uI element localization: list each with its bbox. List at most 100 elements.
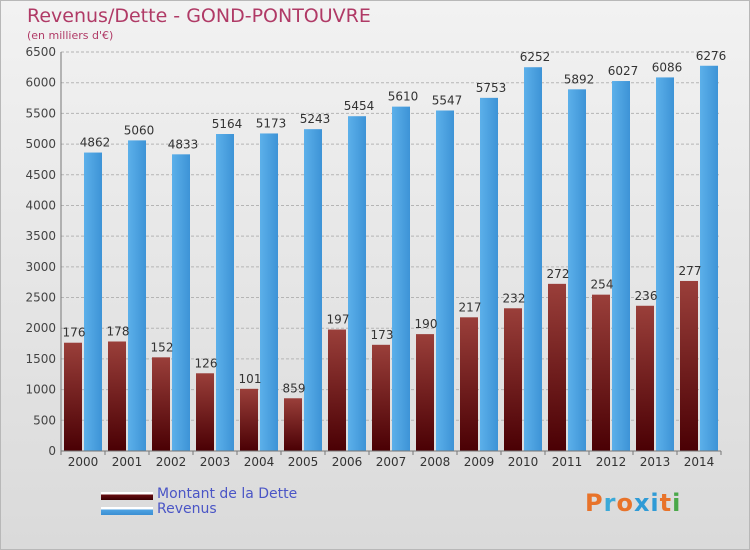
x-tick-label: 2013 (640, 455, 671, 469)
data-label-dette: 217 (459, 300, 482, 314)
y-tick-label: 3500 (25, 229, 56, 243)
data-label-revenus: 6252 (520, 50, 551, 64)
bar-revenus (216, 134, 234, 452)
bar-dette (108, 341, 126, 451)
y-tick-label: 3000 (25, 260, 56, 274)
x-tick-label: 2014 (684, 455, 715, 469)
proxiti-logo: Proxiti (585, 489, 681, 517)
data-label-revenus: 6027 (608, 64, 639, 78)
x-tick-label: 2005 (288, 455, 319, 469)
data-label-dette: 176 (63, 326, 86, 340)
bar-dette (240, 388, 258, 451)
x-tick-label: 2012 (596, 455, 627, 469)
data-label-dette: 859 (283, 381, 306, 395)
bar-dette (680, 280, 698, 451)
bars (64, 65, 718, 452)
data-label-revenus: 4862 (80, 136, 111, 150)
bar-dette (196, 373, 214, 451)
bar-dette (372, 344, 390, 451)
data-label-dette: 178 (107, 324, 130, 338)
y-tick-label: 4000 (25, 198, 56, 212)
data-label-revenus: 5454 (344, 99, 375, 113)
bar-dette (152, 357, 170, 451)
chart-subtitle: (en milliers d'€) (27, 29, 114, 42)
legend-label-revenus: Revenus (157, 501, 217, 517)
data-label-dette: 173 (371, 328, 394, 342)
legend-swatch-revenus (101, 507, 153, 515)
logo-letter: o (616, 489, 634, 517)
data-label-revenus: 5243 (300, 112, 331, 126)
y-tick-label: 6500 (25, 45, 56, 59)
x-tick-label: 2009 (464, 455, 495, 469)
grid-lines (61, 51, 721, 452)
data-label-revenus: 6086 (652, 60, 683, 74)
x-tick-label: 2002 (156, 455, 187, 469)
bar-revenus (480, 97, 498, 451)
axes: 0 500 1000 1500 2000 2500 3000 3500 4000 4500 5000… (25, 45, 722, 469)
bar-revenus (172, 154, 190, 451)
data-label-revenus: 5060 (124, 123, 155, 137)
logo-letter: P (585, 489, 604, 517)
data-label-revenus: 4833 (168, 137, 199, 151)
bar-revenus (568, 89, 586, 452)
logo-letter: t (659, 489, 673, 517)
bar-dette (460, 317, 478, 451)
y-tick-label: 5000 (25, 137, 56, 151)
data-label-dette: 197 (327, 313, 350, 327)
logo-letter: i (672, 489, 682, 517)
bar-revenus (436, 110, 454, 451)
data-label-dette: 236 (635, 289, 658, 303)
bar-dette (504, 308, 522, 451)
bar-dette (636, 305, 654, 451)
data-label-revenus: 5753 (476, 81, 507, 95)
bar-revenus (612, 81, 630, 452)
data-label-dette: 126 (195, 356, 218, 370)
bar-revenus (84, 152, 102, 451)
x-tick-label: 2011 (552, 455, 583, 469)
data-label-dette: 277 (679, 264, 702, 278)
data-label-dette: 190 (415, 317, 438, 331)
bar-dette (328, 329, 346, 451)
x-tick-label: 2007 (376, 455, 407, 469)
data-label-dette: 101 (239, 372, 262, 386)
data-label-revenus: 5547 (432, 93, 463, 107)
y-tick-label: 0 (48, 444, 56, 458)
data-label-dette: 232 (503, 291, 526, 305)
chart-title: Revenus/Dette - GOND-PONTOUVRE (27, 5, 371, 27)
bar-revenus (128, 140, 146, 451)
bar-dette (284, 398, 302, 451)
data-label-dette: 254 (591, 278, 614, 292)
x-tick-label: 2000 (68, 455, 99, 469)
bar-dette (548, 283, 566, 451)
y-tick-label: 2500 (25, 291, 56, 305)
data-label-dette: 272 (547, 267, 570, 281)
bar-revenus (656, 77, 674, 451)
data-label-revenus: 6276 (696, 49, 727, 63)
bar-revenus (392, 106, 410, 451)
y-tick-label: 2000 (25, 321, 56, 335)
x-tick-label: 2004 (244, 455, 275, 469)
bar-revenus (348, 116, 366, 451)
legend-label-dette: Montant de la Dette (157, 486, 298, 502)
y-tick-label: 1000 (25, 383, 56, 397)
data-label-revenus: 5173 (256, 116, 287, 130)
bar-revenus (524, 67, 542, 451)
y-tick-label: 500 (33, 413, 56, 427)
y-tick-label: 1500 (25, 352, 56, 366)
x-tick-label: 2010 (508, 455, 539, 469)
legend-swatch-dette (101, 492, 153, 500)
data-labels: 176 4862 178 5060 152 4833 126 5164 101 5173 859 52… (63, 49, 727, 396)
data-label-revenus: 5610 (388, 90, 419, 104)
y-tick-label: 4500 (25, 168, 56, 182)
y-tick-label: 5500 (25, 106, 56, 120)
y-tick-label: 6000 (25, 76, 56, 90)
x-tick-label: 2006 (332, 455, 363, 469)
bar-revenus (304, 129, 322, 451)
x-tick-label: 2008 (420, 455, 451, 469)
logo-letter: x (633, 489, 651, 517)
logo-letter: r (603, 489, 617, 517)
data-label-revenus: 5164 (212, 117, 243, 131)
data-label-dette: 152 (151, 340, 174, 354)
